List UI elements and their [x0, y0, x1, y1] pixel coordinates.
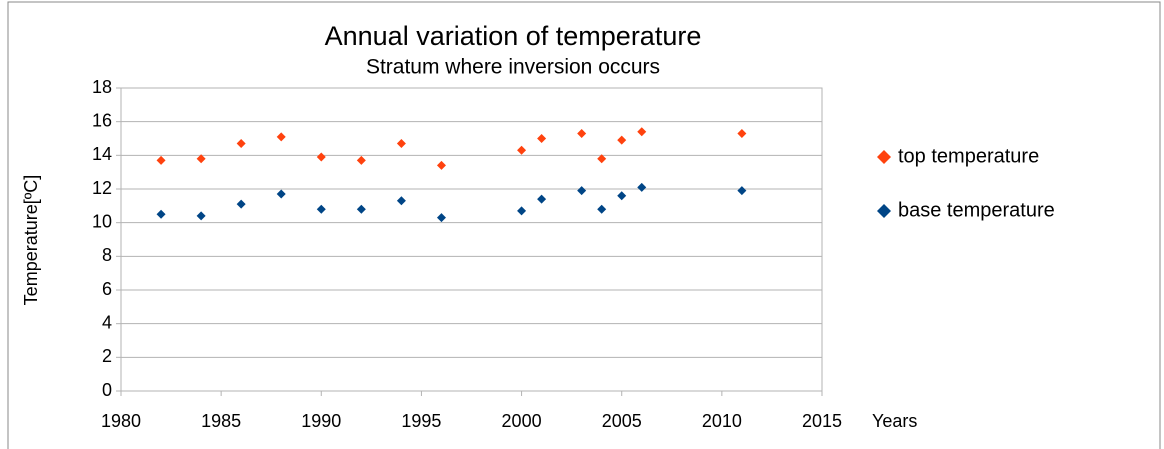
point — [196, 211, 206, 221]
point — [396, 196, 406, 206]
point — [356, 204, 366, 214]
chart-title: Annual variation of temperature — [325, 21, 702, 51]
point — [276, 189, 286, 199]
y-axis-label: Temperature[ºC] — [21, 175, 41, 306]
x-tick-label: 1985 — [201, 411, 241, 431]
point — [597, 154, 607, 164]
y-tick-label: 2 — [102, 346, 112, 366]
y-tick-label: 8 — [102, 245, 112, 265]
point — [637, 127, 647, 137]
chart-subtitle: Stratum where inversion occurs — [366, 56, 660, 79]
point — [577, 128, 587, 138]
point — [396, 139, 406, 149]
point — [737, 128, 747, 138]
legend-label: base temperature — [898, 199, 1055, 221]
y-tick-label: 6 — [102, 279, 112, 299]
y-tick-label: 4 — [102, 312, 112, 332]
legend-marker — [877, 204, 891, 218]
point — [517, 145, 527, 155]
y-tick-label: 12 — [92, 178, 112, 198]
point — [236, 139, 246, 149]
point — [737, 186, 747, 196]
x-axis-label: Years — [872, 411, 917, 431]
y-tick-label: 10 — [92, 211, 112, 231]
point — [236, 199, 246, 209]
x-tick-label: 1980 — [101, 411, 141, 431]
point — [156, 209, 166, 219]
point — [617, 191, 627, 201]
point — [196, 154, 206, 164]
point — [276, 132, 286, 142]
point — [617, 135, 627, 145]
point — [637, 182, 647, 192]
point — [597, 204, 607, 214]
x-tick-label: 1990 — [301, 411, 341, 431]
x-tick-label: 2015 — [802, 411, 842, 431]
point — [537, 194, 547, 204]
x-tick-label: 2005 — [602, 411, 642, 431]
point — [436, 160, 446, 170]
y-tick-label: 18 — [92, 77, 112, 97]
x-tick-label: 2010 — [702, 411, 742, 431]
point — [517, 206, 527, 216]
point — [316, 152, 326, 162]
y-tick-label: 14 — [92, 144, 112, 164]
y-tick-label: 0 — [102, 380, 112, 400]
frame — [7, 1, 1161, 449]
point — [577, 186, 587, 196]
x-tick-label: 1995 — [401, 411, 441, 431]
point — [156, 155, 166, 165]
point — [436, 213, 446, 223]
y-tick-label: 16 — [92, 110, 112, 130]
point — [537, 134, 547, 143]
legend-label: top temperature — [898, 145, 1039, 167]
point — [316, 204, 326, 214]
legend-marker — [877, 150, 891, 164]
plot-area — [120, 87, 823, 392]
x-tick-label: 2000 — [502, 411, 542, 431]
point — [356, 155, 366, 165]
